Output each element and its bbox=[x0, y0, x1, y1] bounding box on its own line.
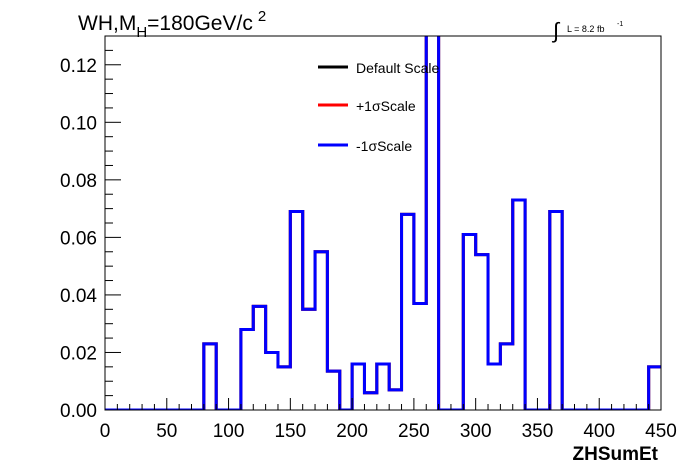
luminosity-exponent: -1 bbox=[617, 21, 623, 28]
title-main: WH,M bbox=[78, 12, 136, 35]
series-layer bbox=[105, 36, 661, 410]
y-tick-label: 0.02 bbox=[60, 343, 97, 364]
title-superscript: 2 bbox=[258, 8, 266, 25]
title-rest: =180GeV/c bbox=[147, 12, 253, 35]
legend: Default Scale +1σScale -1σScale bbox=[318, 60, 439, 154]
legend-label: Default Scale bbox=[356, 60, 439, 76]
x-tick-label: 350 bbox=[522, 421, 554, 442]
x-axis-ticks bbox=[104, 398, 662, 410]
y-tick-label: 0.10 bbox=[60, 113, 97, 134]
series-line-2 bbox=[105, 36, 661, 410]
x-tick-label: 400 bbox=[583, 421, 615, 442]
integral-sign: ∫ bbox=[551, 18, 561, 43]
y-tick-label: 0.00 bbox=[60, 401, 97, 422]
x-axis-label: ZHSumEt bbox=[573, 444, 659, 465]
x-tick-label: 300 bbox=[460, 421, 492, 442]
y-tick-label: 0.08 bbox=[60, 171, 97, 192]
x-tick-label: 0 bbox=[100, 421, 111, 442]
y-tick-label: 0.12 bbox=[60, 56, 97, 77]
luminosity-text: L = 8.2 fb bbox=[567, 24, 604, 34]
y-axis-ticks bbox=[105, 35, 121, 411]
x-tick-label: 450 bbox=[645, 421, 677, 442]
legend-label: +1σScale bbox=[356, 98, 416, 114]
y-axis-tick-labels: 0.00 0.02 0.04 0.06 0.08 0.10 0.12 bbox=[60, 56, 97, 422]
y-tick-label: 0.04 bbox=[60, 286, 97, 307]
x-tick-label: 200 bbox=[336, 421, 368, 442]
legend-label: -1σScale bbox=[356, 138, 412, 154]
x-tick-label: 100 bbox=[213, 421, 245, 442]
chart-title: WH,MH=180GeV/c 2 bbox=[78, 8, 266, 41]
y-tick-label: 0.06 bbox=[60, 228, 97, 249]
title-subscript: H bbox=[136, 24, 147, 41]
x-tick-label: 50 bbox=[156, 421, 177, 442]
x-tick-label: 150 bbox=[274, 421, 306, 442]
x-axis-tick-labels: 0 50 100 150 200 250 300 350 400 450 bbox=[100, 421, 677, 442]
luminosity-label: ∫ L = 8.2 fb -1 bbox=[551, 18, 623, 43]
x-tick-label: 250 bbox=[398, 421, 430, 442]
